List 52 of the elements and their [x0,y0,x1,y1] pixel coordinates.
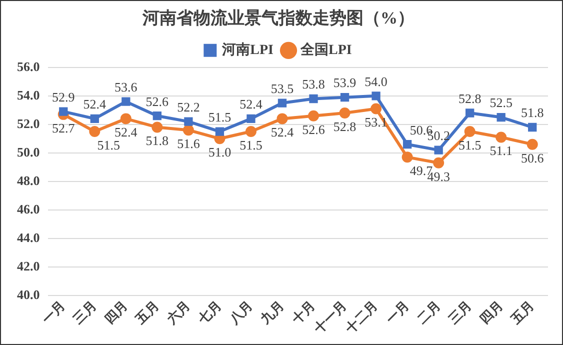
data-label: 50.6 [520,150,544,166]
data-label: 52.4 [240,96,263,112]
x-tick-label: 四月 [476,298,506,327]
chart-title: 河南省物流业景气指数走势图（%） [142,8,414,28]
data-label: 54.0 [364,74,388,89]
x-tick-label: 七月 [194,298,224,328]
y-tick-label: 42.0 [17,258,40,274]
data-label: 52.4 [270,124,294,140]
data-label: 53.9 [333,75,356,90]
data-label: 52.9 [52,89,75,104]
data-label: 52.4 [114,124,138,140]
x-tick-label: 三月 [70,298,100,327]
data-label: 51.5 [97,137,120,152]
data-label: 53.8 [302,76,325,92]
x-tick-label: 五月 [132,298,162,328]
y-tick-label: 48.0 [17,172,40,188]
data-label: 51.8 [520,105,544,120]
data-label: 52.8 [458,90,482,106]
data-label: 51.5 [240,137,262,152]
x-tick-label: 三月 [445,298,474,327]
data-label: 52.5 [490,95,512,110]
legend-label: 全国LPI [300,42,352,58]
x-tick-label: 一月 [382,298,412,327]
data-label: 53.6 [114,80,138,95]
data-label: 52.4 [83,96,107,112]
data-label: 51.8 [146,133,169,148]
data-label: 52.6 [302,122,326,137]
y-tick-label: 50.0 [17,144,40,160]
data-label: 52.7 [52,120,76,136]
x-tick-label: 八月 [226,298,256,328]
data-label: 52.8 [333,118,356,134]
data-label: 51.5 [458,137,482,152]
y-tick-label: 46.0 [17,201,40,216]
x-tick-label: 二月 [414,298,444,327]
data-label: 53.5 [270,80,294,96]
y-tick-label: 54.0 [17,87,40,102]
data-label: 51.6 [177,136,200,152]
y-tick-label: 44.0 [17,230,40,245]
data-label: 51.5 [208,109,232,124]
y-tick-label: 52.0 [17,116,40,131]
y-tick-label: 40.0 [17,286,40,302]
legend-label: 河南LPI [221,42,274,58]
x-tick-label: 四月 [101,298,130,327]
x-tick-label: 九月 [257,298,287,328]
data-label: 51.1 [490,143,512,158]
x-tick-label: 五月 [507,298,537,328]
data-label: 51.0 [208,144,232,160]
y-tick-label: 56.0 [17,58,40,74]
x-tick-label: 六月 [163,298,193,328]
data-label: 52.2 [177,99,200,114]
data-label: 52.6 [146,94,170,109]
x-tick-label: 一月 [38,298,68,327]
